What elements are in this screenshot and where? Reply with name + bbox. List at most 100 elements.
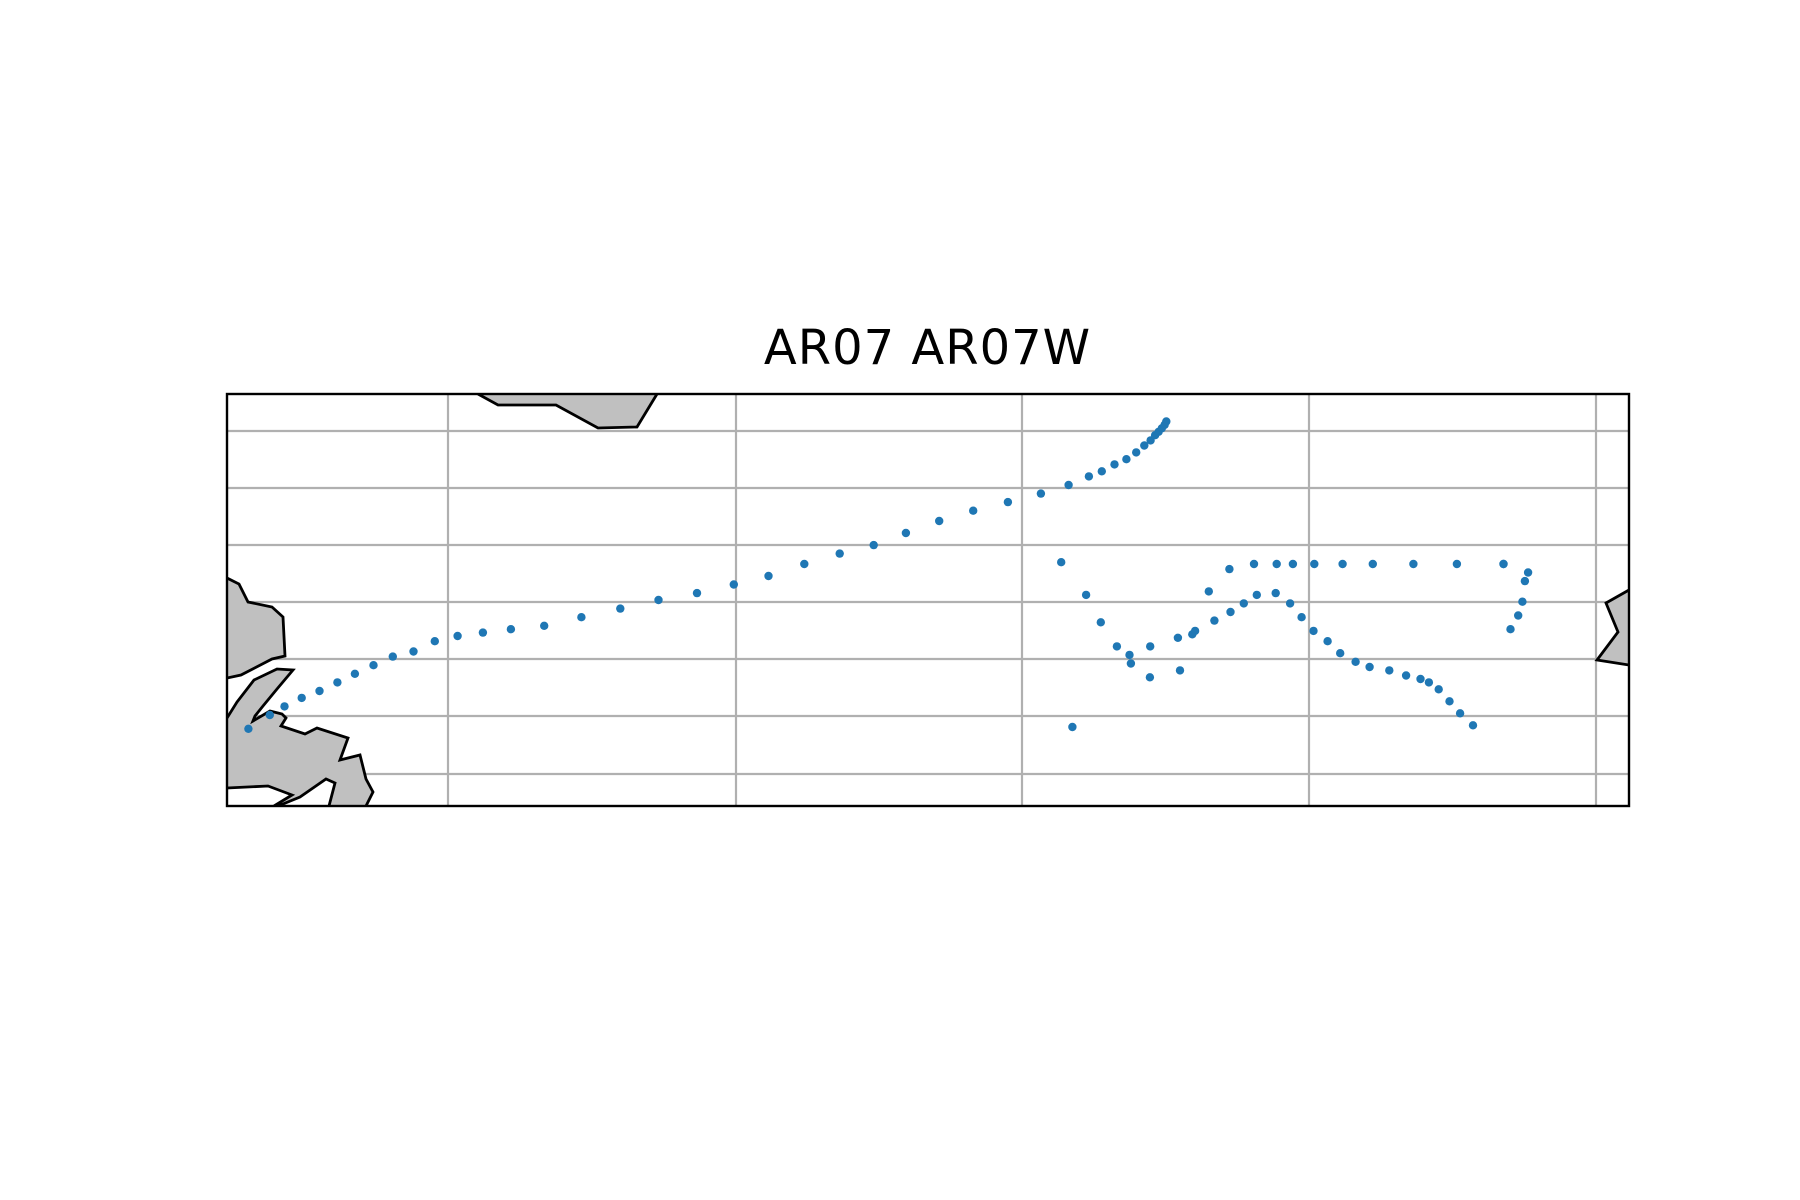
land-britain bbox=[1597, 590, 1629, 665]
station-marker bbox=[297, 693, 306, 703]
station-marker bbox=[1146, 642, 1155, 651]
stations bbox=[244, 417, 1533, 733]
station-marker bbox=[935, 516, 944, 526]
station-marker bbox=[1272, 559, 1281, 569]
station-marker bbox=[1523, 568, 1533, 577]
station-marker bbox=[1452, 559, 1462, 569]
station-marker bbox=[1173, 633, 1183, 642]
station-marker bbox=[1064, 480, 1073, 490]
station-marker bbox=[1036, 489, 1046, 498]
station-marker bbox=[1068, 722, 1077, 732]
coast-greenland bbox=[477, 394, 659, 430]
station-marker bbox=[1140, 441, 1149, 450]
station-marker bbox=[1096, 618, 1106, 627]
station-marker bbox=[1132, 448, 1141, 457]
station-marker bbox=[1125, 650, 1134, 660]
station-marker bbox=[388, 652, 397, 661]
station-marker bbox=[1499, 559, 1508, 569]
map-title: AR07 AR07W bbox=[763, 320, 1092, 376]
station-marker bbox=[1365, 662, 1374, 672]
station-marker bbox=[1190, 626, 1200, 636]
station-marker bbox=[265, 710, 274, 720]
station-marker bbox=[333, 678, 342, 687]
station-marker bbox=[1225, 564, 1234, 574]
station-marker bbox=[1271, 588, 1280, 598]
station-marker bbox=[280, 702, 289, 711]
station-marker bbox=[1081, 590, 1091, 600]
station-marker bbox=[1455, 709, 1465, 718]
land-labrador bbox=[227, 578, 285, 678]
station-marker bbox=[1323, 637, 1332, 646]
station-marker bbox=[1518, 597, 1527, 606]
station-marker bbox=[969, 506, 978, 515]
coast-labrador bbox=[227, 576, 287, 680]
station-marker bbox=[540, 621, 549, 630]
station-marker bbox=[506, 625, 516, 634]
station-marker bbox=[1285, 599, 1295, 608]
station-marker bbox=[1249, 559, 1259, 569]
station-marker bbox=[1506, 625, 1515, 634]
station-marker bbox=[1338, 559, 1347, 569]
station-marker bbox=[800, 559, 809, 569]
station-marker bbox=[835, 549, 844, 558]
station-marker bbox=[1239, 599, 1249, 608]
station-marker bbox=[1336, 649, 1345, 658]
station-marker bbox=[1112, 642, 1122, 651]
station-marker bbox=[1368, 559, 1378, 569]
station-marker bbox=[1210, 616, 1219, 625]
station-marker bbox=[1126, 659, 1136, 668]
station-marker bbox=[369, 661, 378, 670]
station-marker bbox=[901, 528, 911, 538]
station-marker bbox=[1445, 697, 1454, 706]
station-marker bbox=[1003, 497, 1013, 507]
map-frame bbox=[225, 392, 1631, 808]
station-marker bbox=[1309, 626, 1318, 636]
land bbox=[227, 394, 1629, 806]
station-marker bbox=[1252, 590, 1262, 600]
station-marker bbox=[1520, 576, 1530, 586]
station-marker bbox=[1288, 559, 1298, 569]
station-marker bbox=[478, 628, 488, 637]
station-marker bbox=[1057, 558, 1066, 567]
coast-newfoundland bbox=[227, 667, 375, 806]
station-marker bbox=[1401, 671, 1411, 680]
map-area bbox=[227, 394, 1629, 806]
station-marker bbox=[1409, 559, 1418, 569]
station-marker bbox=[430, 637, 439, 646]
station-marker bbox=[1351, 657, 1360, 666]
station-marker bbox=[616, 604, 625, 613]
station-marker bbox=[1110, 460, 1119, 469]
coast-britain bbox=[1594, 588, 1629, 667]
coastlines bbox=[227, 394, 1629, 806]
station-marker bbox=[1226, 607, 1235, 617]
station-marker bbox=[1514, 611, 1523, 620]
station-marker bbox=[1145, 673, 1155, 682]
gridlines bbox=[227, 394, 1629, 806]
station-marker bbox=[1175, 666, 1185, 675]
station-marker bbox=[729, 580, 738, 589]
station-marker bbox=[1162, 417, 1171, 426]
station-marker bbox=[244, 724, 253, 733]
station-marker bbox=[453, 631, 462, 641]
station-marker bbox=[1468, 721, 1478, 730]
station-marker bbox=[1122, 455, 1131, 464]
station-marker bbox=[1310, 559, 1319, 569]
station-marker bbox=[692, 588, 702, 598]
station-marker bbox=[764, 571, 773, 581]
station-marker bbox=[1084, 472, 1094, 481]
station-marker bbox=[315, 686, 324, 696]
station-marker bbox=[1097, 467, 1107, 476]
station-marker bbox=[654, 595, 663, 605]
land-newfoundland bbox=[227, 669, 373, 806]
station-marker bbox=[1204, 587, 1214, 596]
station-marker bbox=[577, 613, 586, 622]
station-marker bbox=[1297, 613, 1306, 622]
station-marker bbox=[1424, 678, 1434, 687]
station-marker bbox=[409, 647, 418, 656]
station-marker bbox=[1434, 685, 1443, 694]
station-marker bbox=[1385, 666, 1394, 675]
station-marker bbox=[869, 540, 878, 550]
station-marker bbox=[1416, 674, 1425, 684]
station-marker bbox=[350, 669, 360, 678]
